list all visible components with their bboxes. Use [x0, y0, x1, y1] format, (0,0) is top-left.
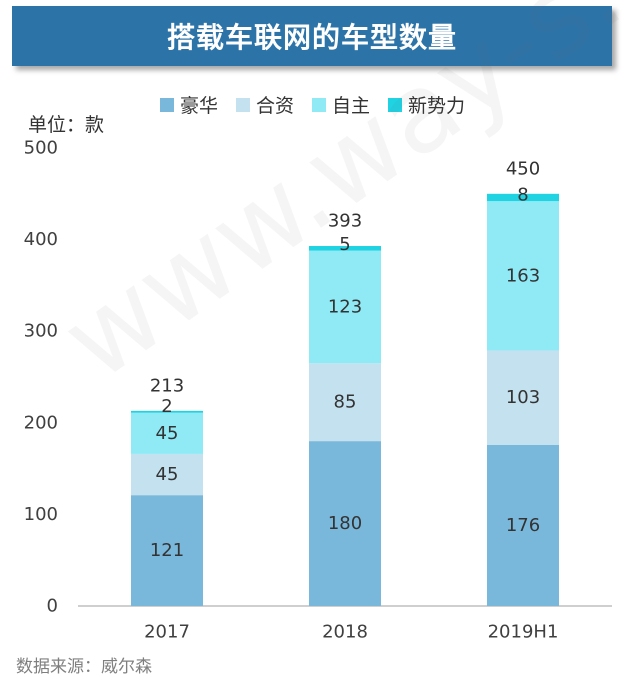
legend-label-luxury: 豪华	[180, 95, 219, 117]
data-label-2017-luxury: 121	[150, 540, 184, 561]
chart-legend: 豪华 合资 自主 新势力	[160, 91, 465, 118]
bar-2019H1-luxury	[487, 444, 559, 606]
x-tick-label-2018: 2018	[322, 622, 368, 643]
legend-label-joint-venture: 合资	[256, 95, 295, 117]
y-tick-label-100: 100	[24, 504, 58, 525]
legend-label-domestic: 自主	[332, 95, 371, 117]
legend-item-domestic: 自主	[312, 91, 370, 118]
x-tick-label-2017: 2017	[144, 622, 190, 643]
y-tick-label-400: 400	[24, 229, 58, 250]
x-tick-label-2019H1: 2019H1	[488, 622, 559, 643]
data-label-2019H1-new-forces: 8	[517, 185, 528, 206]
legend-swatch-domestic	[312, 97, 327, 112]
data-label-2018-new-forces: 5	[339, 234, 350, 255]
y-tick-label-300: 300	[24, 321, 58, 342]
data-label-2018-luxury: 180	[328, 513, 362, 534]
legend-swatch-new-forces	[388, 97, 403, 112]
total-label-2017: 213	[150, 375, 184, 396]
source-note: 数据来源：威尔森	[16, 657, 152, 677]
bar-2018-joint-venture	[309, 363, 381, 442]
y-axis-unit-label: 单位：款	[28, 114, 105, 136]
bar-2017-joint-venture	[131, 453, 203, 496]
chart-title: 搭载车联网的车型数量	[12, 6, 612, 66]
y-tick-label-0: 0	[47, 596, 58, 617]
data-label-2017-new-forces: 2	[161, 396, 172, 417]
legend-swatch-luxury	[160, 97, 174, 112]
legend-item-luxury: 豪华	[160, 91, 218, 118]
bar-2019H1-joint-venture	[487, 350, 559, 445]
data-label-2019H1-luxury: 176	[506, 515, 540, 536]
y-tick-label-200: 200	[24, 412, 58, 433]
bar-2019H1-domestic	[487, 201, 559, 351]
data-label-2019H1-joint-venture: 103	[506, 387, 540, 408]
bar-2017-luxury	[131, 495, 203, 606]
total-label-2019H1: 450	[506, 158, 540, 179]
bar-2017-new-forces	[131, 410, 203, 413]
y-tick-label-500: 500	[24, 138, 58, 159]
data-label-2019H1-domestic: 163	[506, 265, 540, 286]
bar-2018-domestic	[309, 250, 381, 364]
legend-item-joint-venture: 合资	[236, 91, 294, 118]
data-label-2017-joint-venture: 45	[156, 464, 179, 485]
bar-2018-luxury	[309, 441, 381, 606]
bar-2018-new-forces	[309, 246, 381, 251]
legend-item-new-forces: 新势力	[388, 91, 465, 118]
total-label-2018: 393	[328, 211, 362, 232]
data-label-2018-joint-venture: 85	[334, 392, 357, 413]
bar-2017-domestic	[131, 412, 203, 454]
data-label-2017-domestic: 45	[156, 423, 179, 444]
data-label-2018-domestic: 123	[328, 296, 362, 317]
legend-label-new-forces: 新势力	[408, 95, 466, 117]
bar-2019H1-new-forces	[487, 193, 559, 202]
legend-swatch-joint-venture	[236, 97, 251, 112]
